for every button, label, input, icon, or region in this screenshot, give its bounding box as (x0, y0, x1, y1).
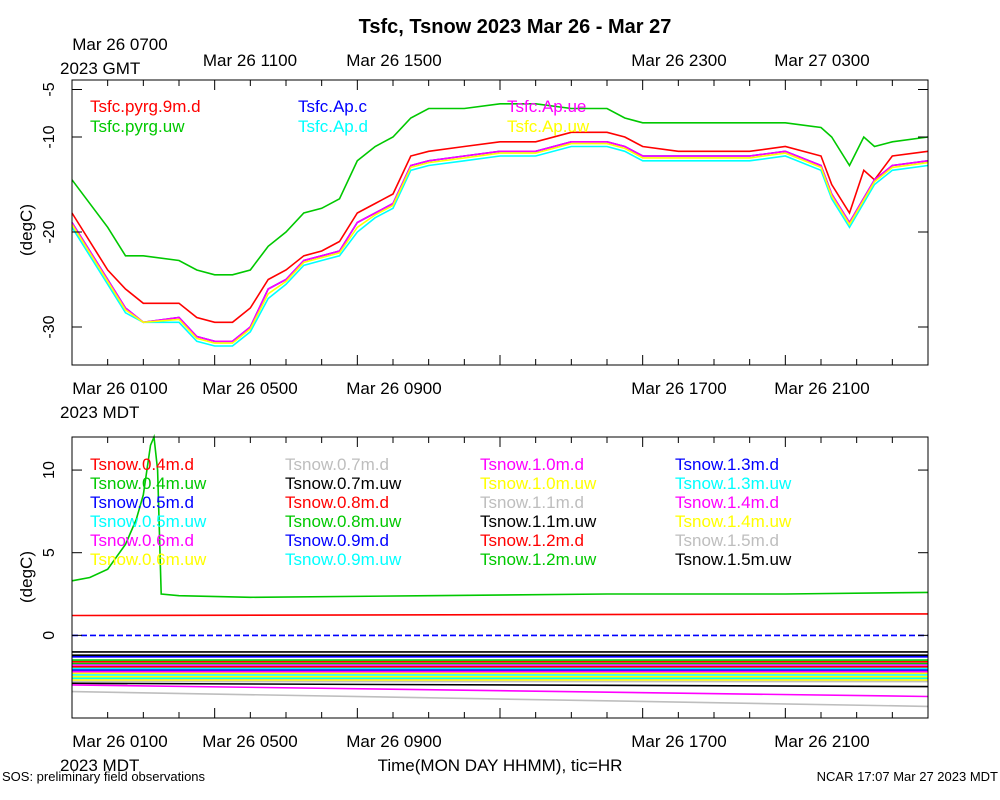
series-line (71, 690, 929, 708)
y-tick-label: -10 (41, 125, 58, 148)
legend-entry: Tsnow.1.1m.uw (480, 512, 597, 531)
y-tick-label: -20 (41, 220, 58, 243)
panel1-series (71, 103, 929, 347)
bottom-axis-label: Mar 26 2100 (774, 732, 869, 751)
y-tick-label: 5 (41, 548, 58, 557)
legend-entry: Tsnow.1.3m.uw (675, 474, 792, 493)
legend-entry: Tsnow.1.2m.d (480, 531, 584, 550)
top-tz-label: 2023 GMT (60, 59, 140, 78)
legend-entry: Tsnow.1.4m.uw (675, 512, 792, 531)
legend-entry: Tsnow.0.5m.d (90, 493, 194, 512)
legend-entry: Tsnow.0.5m.uw (90, 512, 207, 531)
legend-entry: Tsnow.0.8m.uw (285, 512, 402, 531)
legend-entry: Tsnow.0.7m.uw (285, 474, 402, 493)
legend-entry: Tsfc.Ap.uw (507, 117, 590, 136)
legend-entry: Tsnow.1.0m.uw (480, 474, 597, 493)
series-line (71, 131, 929, 324)
panel1-frame (71, 79, 929, 366)
legend-entry: Tsnow.1.2m.uw (480, 550, 597, 569)
legend-entry: Tsfc.pyrg.uw (90, 117, 185, 136)
series-line (71, 682, 929, 688)
top-axis-label: Mar 26 1100 (203, 51, 297, 70)
top-axis-label: Mar 27 0300 (774, 51, 869, 70)
series-line (71, 145, 929, 347)
legend-entry: Tsnow.1.3m.d (675, 455, 779, 474)
legend-entry: Tsfc.pyrg.9m.d (90, 97, 201, 116)
panel2-ylabel: (degC) (17, 551, 36, 603)
legend-entry: Tsnow.1.0m.d (480, 455, 584, 474)
mid-axis-label: Mar 26 0900 (346, 379, 441, 398)
y-tick-label: 0 (41, 631, 58, 640)
series-line (71, 103, 929, 276)
footer-left: SOS: preliminary field observations (2, 769, 206, 784)
legend-entry: Tsnow.0.4m.d (90, 455, 194, 474)
mid-axis-label: Mar 26 2100 (774, 379, 869, 398)
legend-entry: Tsfc.Ap.c (298, 97, 367, 116)
y-tick-label: -5 (41, 82, 58, 96)
top-axis-label: Mar 26 2300 (631, 51, 726, 70)
legend-entry: Tsnow.0.7m.d (285, 455, 389, 474)
legend-entry: Tsnow.0.8m.d (285, 493, 389, 512)
legend-entry: Tsnow.0.9m.uw (285, 550, 402, 569)
series-line (71, 684, 929, 698)
legend-entry: Tsnow.1.5m.d (675, 531, 779, 550)
series-line (71, 141, 929, 343)
bottom-tz-label: 2023 MDT (60, 756, 139, 775)
mid-tz-label: 2023 MDT (60, 403, 139, 422)
chart-title: Tsfc, Tsnow 2023 Mar 26 - Mar 27 (359, 16, 672, 38)
bottom-axis-label: Mar 26 0100 (72, 732, 167, 751)
bottom-axis-label: Mar 26 1700 (631, 732, 726, 751)
panel1-ylabel: (degC) (17, 204, 36, 256)
legend-entry: Tsnow.0.6m.d (90, 531, 194, 550)
series-line (71, 142, 929, 344)
legend-entry: Tsnow.1.5m.uw (675, 550, 792, 569)
y-tick-label: 10 (41, 461, 58, 479)
legend-entry: Tsfc.Ap.d (298, 117, 368, 136)
legend-entry: Tsnow.0.6m.uw (90, 550, 207, 569)
mid-axis-label: Mar 26 1700 (631, 379, 726, 398)
y-tick-label: -30 (41, 315, 58, 338)
panel2-group: 1050Tsnow.0.4m.dTsnow.0.4m.uwTsnow.0.5m.… (41, 433, 929, 719)
footer-right: NCAR 17:07 Mar 27 2023 MDT (817, 769, 998, 784)
mid-axis-label: Mar 26 0100 (72, 379, 167, 398)
bottom-axis-label: Mar 26 0500 (202, 732, 297, 751)
top-axis-label: Mar 26 0700 (72, 35, 167, 54)
series-line (71, 613, 929, 617)
series-line (71, 141, 929, 343)
legend-entry: Tsfc.Ap.ue (507, 97, 586, 116)
x-axis-title: Time(MON DAY HHMM), tic=HR (378, 756, 623, 775)
legend-entry: Tsnow.0.4m.uw (90, 474, 207, 493)
legend-entry: Tsnow.0.9m.d (285, 531, 389, 550)
bottom-axis-label: Mar 26 0900 (346, 732, 441, 751)
legend-entry: Tsnow.1.1m.d (480, 493, 584, 512)
top-axis-label: Mar 26 1500 (346, 51, 441, 70)
mid-axis-label: Mar 26 0500 (202, 379, 297, 398)
legend-entry: Tsnow.1.4m.d (675, 493, 779, 512)
